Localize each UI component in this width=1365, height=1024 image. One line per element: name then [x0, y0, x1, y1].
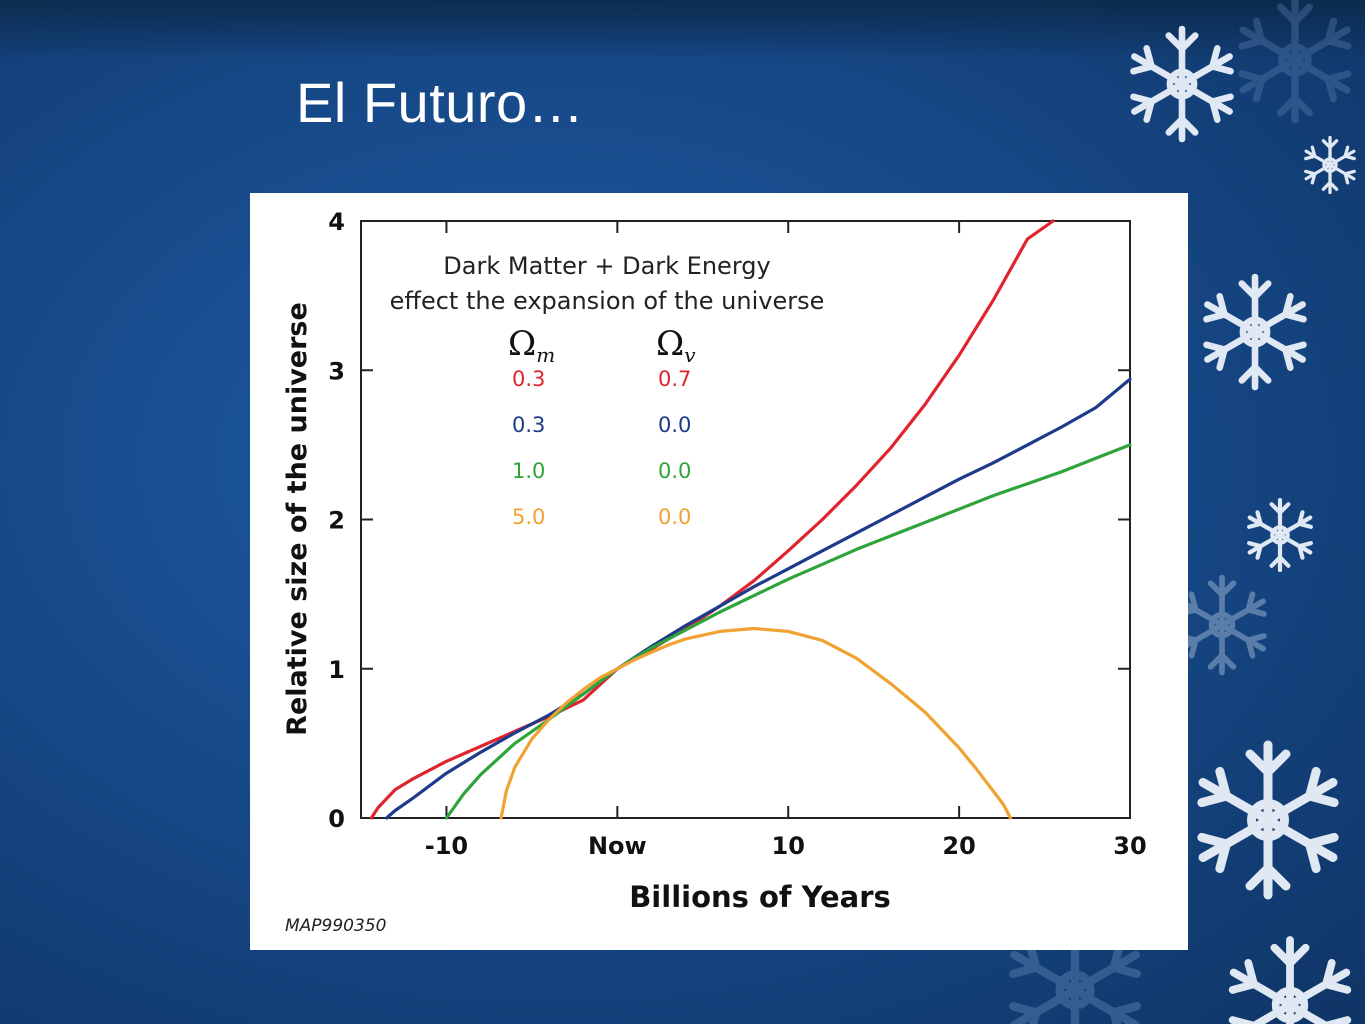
legend-header-omega-v: Ωv	[656, 324, 696, 367]
legend-omega-m-value: 5.0	[512, 505, 545, 529]
legend-omega-m-value: 0.3	[512, 367, 545, 391]
series-line	[385, 377, 1132, 820]
x-axis-label: Billions of Years	[629, 880, 891, 914]
chart-panel: 0 1 2 3 4 -10 Now 10 20 30 Dark Matter + Dark En…	[250, 193, 1188, 950]
y-tick-label: 1	[328, 656, 345, 684]
snowflake-icon	[1301, 135, 1359, 195]
legend-omega-v-value: 0.7	[658, 367, 691, 391]
series-line	[444, 443, 1132, 820]
snowflake-icon	[1245, 500, 1314, 570]
series-line	[499, 626, 1013, 820]
legend-omega-m-value: 1.0	[512, 459, 545, 483]
slide-title: El Futuro…	[296, 71, 585, 134]
x-tick-label: 10	[772, 832, 805, 860]
y-tick-label: 2	[328, 507, 345, 535]
annotation-line-1: Dark Matter + Dark Energy	[443, 252, 770, 280]
expansion-chart: 0 1 2 3 4 -10 Now 10 20 30 Dark Matter + Dark En…	[282, 208, 1147, 936]
y-tick-label: 3	[328, 357, 345, 385]
legend-omega-m-value: 0.3	[512, 413, 545, 437]
snowflake-icon	[1128, 29, 1236, 139]
annotation-line-2: effect the expansion of the universe	[390, 287, 825, 315]
y-tick-label: 0	[328, 805, 345, 833]
snowflake-icon	[1236, 0, 1354, 120]
legend-omega-v-value: 0.0	[658, 459, 691, 483]
legend-header-omega-m: Ωm	[508, 324, 555, 367]
x-tick-label: 20	[942, 832, 975, 860]
x-tick-label: Now	[588, 832, 647, 860]
x-tick-label: -10	[425, 832, 468, 860]
snowflake-icon	[1201, 277, 1309, 387]
y-axis-label: Relative size of the universe	[282, 302, 313, 736]
legend-omega-v-value: 0.0	[658, 505, 691, 529]
title-band	[0, 0, 1365, 60]
y-tick-label: 4	[328, 208, 345, 236]
legend-omega-v-value: 0.0	[658, 413, 691, 437]
source-label: MAP990350	[285, 916, 386, 936]
snowflake-icon	[1175, 578, 1269, 673]
snowflake-icon	[1194, 745, 1342, 895]
snowflake-icon	[1226, 940, 1354, 1024]
x-tick-label: 30	[1113, 832, 1146, 860]
